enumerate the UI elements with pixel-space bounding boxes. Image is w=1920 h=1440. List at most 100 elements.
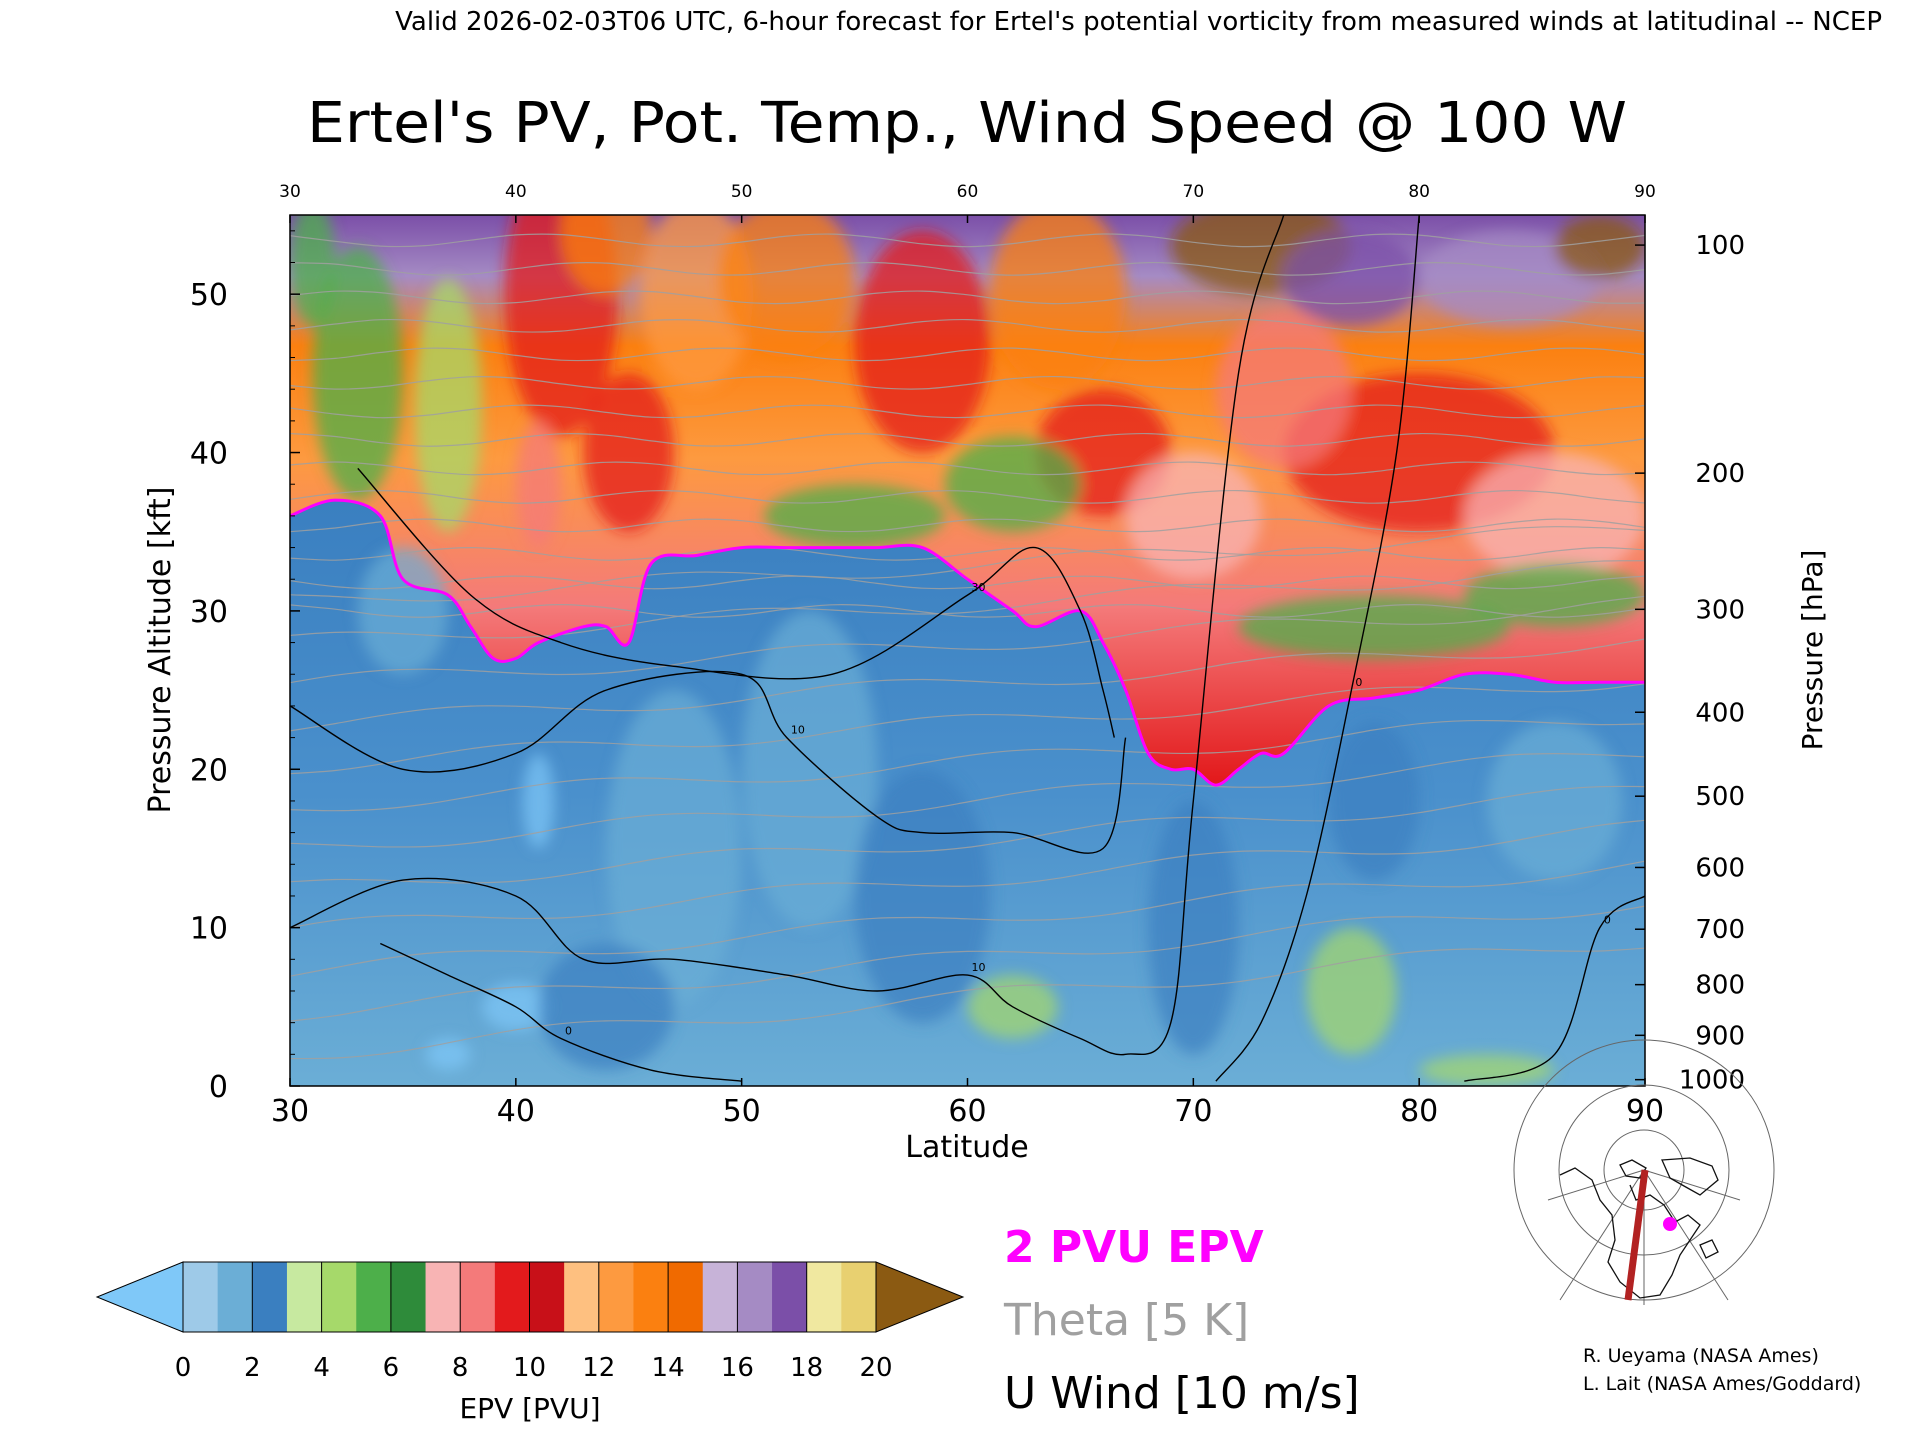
pv-region-21 — [1238, 595, 1510, 659]
y-tick-label: 10 — [190, 912, 228, 947]
uwind-contour-4 — [1215, 215, 1420, 1082]
theta-contours — [290, 233, 1645, 1060]
y-tick-label: 30 — [190, 595, 228, 630]
pv-region-18 — [1125, 452, 1262, 580]
pv-region-19 — [764, 484, 945, 548]
theta-contour-21 — [290, 347, 1645, 362]
x-top-tick-label: 50 — [731, 182, 753, 202]
colorbar-bin — [598, 1262, 635, 1332]
pv-region-5 — [414, 278, 482, 532]
uwind-contour-label-5: 0 — [1604, 914, 1611, 927]
theta-contour-22 — [290, 318, 1645, 333]
y-tick-label: 50 — [190, 278, 228, 313]
pressure-tick-label: 600 — [1695, 853, 1745, 883]
colorbar-tick-label: 14 — [652, 1353, 685, 1383]
pressure-tick-label: 1000 — [1679, 1066, 1745, 1096]
pressure-tick-label: 700 — [1695, 915, 1745, 945]
x-tick-label: 90 — [1626, 1094, 1664, 1129]
pv-region-12 — [1419, 230, 1600, 326]
theta-contour-2 — [290, 860, 1645, 977]
colorbar-tick-label: 20 — [859, 1353, 892, 1383]
uwind-contour-label-1: 10 — [791, 724, 805, 737]
colorbar-tick-label: 6 — [383, 1353, 400, 1383]
colorbar-bin — [425, 1262, 461, 1332]
legend-item-uwind: U Wind [10 m/s] — [1004, 1368, 1360, 1419]
colorbar-tick-label: 18 — [790, 1353, 823, 1383]
theta-contour-18 — [290, 432, 1645, 447]
theta-contour-15 — [290, 518, 1645, 533]
theta-contour-11 — [290, 526, 1645, 602]
theta-contour-23 — [290, 290, 1645, 305]
pv-low-region-7 — [1306, 927, 1397, 1055]
colorbar-bin — [460, 1262, 496, 1332]
x-axis-bottom: 30 40 50 60 70 80 90 — [271, 1078, 1664, 1129]
theta-contour-12 — [290, 603, 1645, 618]
theta-contour-0 — [290, 947, 1645, 1060]
theta-contour-8 — [290, 638, 1645, 732]
colorbar-tick-label: 0 — [175, 1353, 192, 1383]
theta-contour-24 — [290, 261, 1645, 276]
uwind-contour-label-2: 10 — [972, 961, 986, 974]
theta-contour-9 — [290, 595, 1645, 684]
colorbar-bin — [529, 1262, 565, 1332]
colorbar-bin — [183, 1262, 219, 1332]
y-axis-label: Pressure Altitude [kft] — [143, 487, 178, 814]
x-top-tick-label: 30 — [279, 182, 301, 202]
colorbar-low-arrow — [95, 1261, 184, 1333]
colorbar-bin — [737, 1262, 773, 1332]
colorbar-bin — [286, 1262, 323, 1332]
colorbar-bin — [702, 1262, 738, 1332]
uwind-contours: 30 10 10 0 0 0 — [290, 215, 1645, 1082]
y-tick-label: 20 — [190, 753, 228, 788]
colorbar-bin — [633, 1262, 669, 1332]
x-tick-label: 40 — [497, 1094, 535, 1129]
colorbar-tick-label: 8 — [452, 1353, 469, 1383]
colorbar-bin — [217, 1262, 253, 1332]
pressure-tick-label: 500 — [1695, 782, 1745, 812]
colorbar-bin — [252, 1262, 288, 1332]
pv-low-region-13 — [1328, 721, 1420, 881]
header-text: Valid 2026-02-03T06 UTC, 6-hour forecast… — [395, 7, 1882, 37]
colorbar-bin — [806, 1262, 842, 1332]
colorbar-label: EPV [PVU] — [459, 1392, 600, 1425]
pv-region-9 — [990, 215, 1126, 390]
x-top-tick-label: 70 — [1183, 182, 1205, 202]
colorbar-bin — [841, 1262, 877, 1332]
theta-contour-1 — [290, 905, 1645, 1022]
theta-contour-17 — [290, 461, 1645, 476]
uwind-contour-5 — [1464, 895, 1645, 1082]
y-axis-left: 0 10 20 30 40 50 — [190, 230, 300, 1105]
uwind-contour-3 — [380, 942, 742, 1082]
x-tick-label: 80 — [1400, 1094, 1438, 1129]
x-axis-top: 30 40 50 60 70 80 90 — [279, 182, 1656, 223]
colorbar-bin — [356, 1262, 392, 1332]
colorbar-bin — [390, 1262, 427, 1332]
theta-contour-19 — [290, 404, 1645, 419]
colorbar-high-arrow — [875, 1261, 965, 1333]
pv-region-1 — [561, 215, 652, 295]
pressure-tick-label: 200 — [1695, 459, 1745, 489]
y-axis-right: 100 200 300 400 500 600 700 800 900 1000 — [1635, 231, 1745, 1096]
x-axis-label: Latitude — [905, 1130, 1028, 1165]
theta-contour-14 — [290, 546, 1645, 561]
x-tick-label: 70 — [1174, 1094, 1212, 1129]
theta-contour-3 — [290, 819, 1645, 929]
theta-contour-6 — [290, 719, 1645, 812]
credit-line-2: L. Lait (NASA Ames/Goddard) — [1583, 1373, 1861, 1395]
colorbar-tick-label: 12 — [582, 1353, 615, 1383]
uwind-contour-label-3: 0 — [565, 1024, 572, 1037]
theta-contour-4 — [290, 785, 1645, 884]
colorbar-tick-label: 10 — [513, 1353, 546, 1383]
theta-contour-10 — [290, 560, 1645, 639]
pv-low-region-2 — [425, 1038, 471, 1071]
pv-region-7 — [583, 373, 674, 532]
colorbar: 0 2 4 6 8 10 12 14 16 18 20 — [95, 1261, 965, 1383]
y-tick-label: 0 — [209, 1070, 228, 1105]
uwind-contour-2 — [290, 215, 1285, 1056]
theta-contour-7 — [290, 683, 1645, 775]
uwind-contour-1 — [290, 670, 1127, 854]
colorbar-bin — [564, 1262, 600, 1332]
uwind-contour-0 — [357, 467, 1115, 738]
x-tick-label: 50 — [723, 1094, 761, 1129]
